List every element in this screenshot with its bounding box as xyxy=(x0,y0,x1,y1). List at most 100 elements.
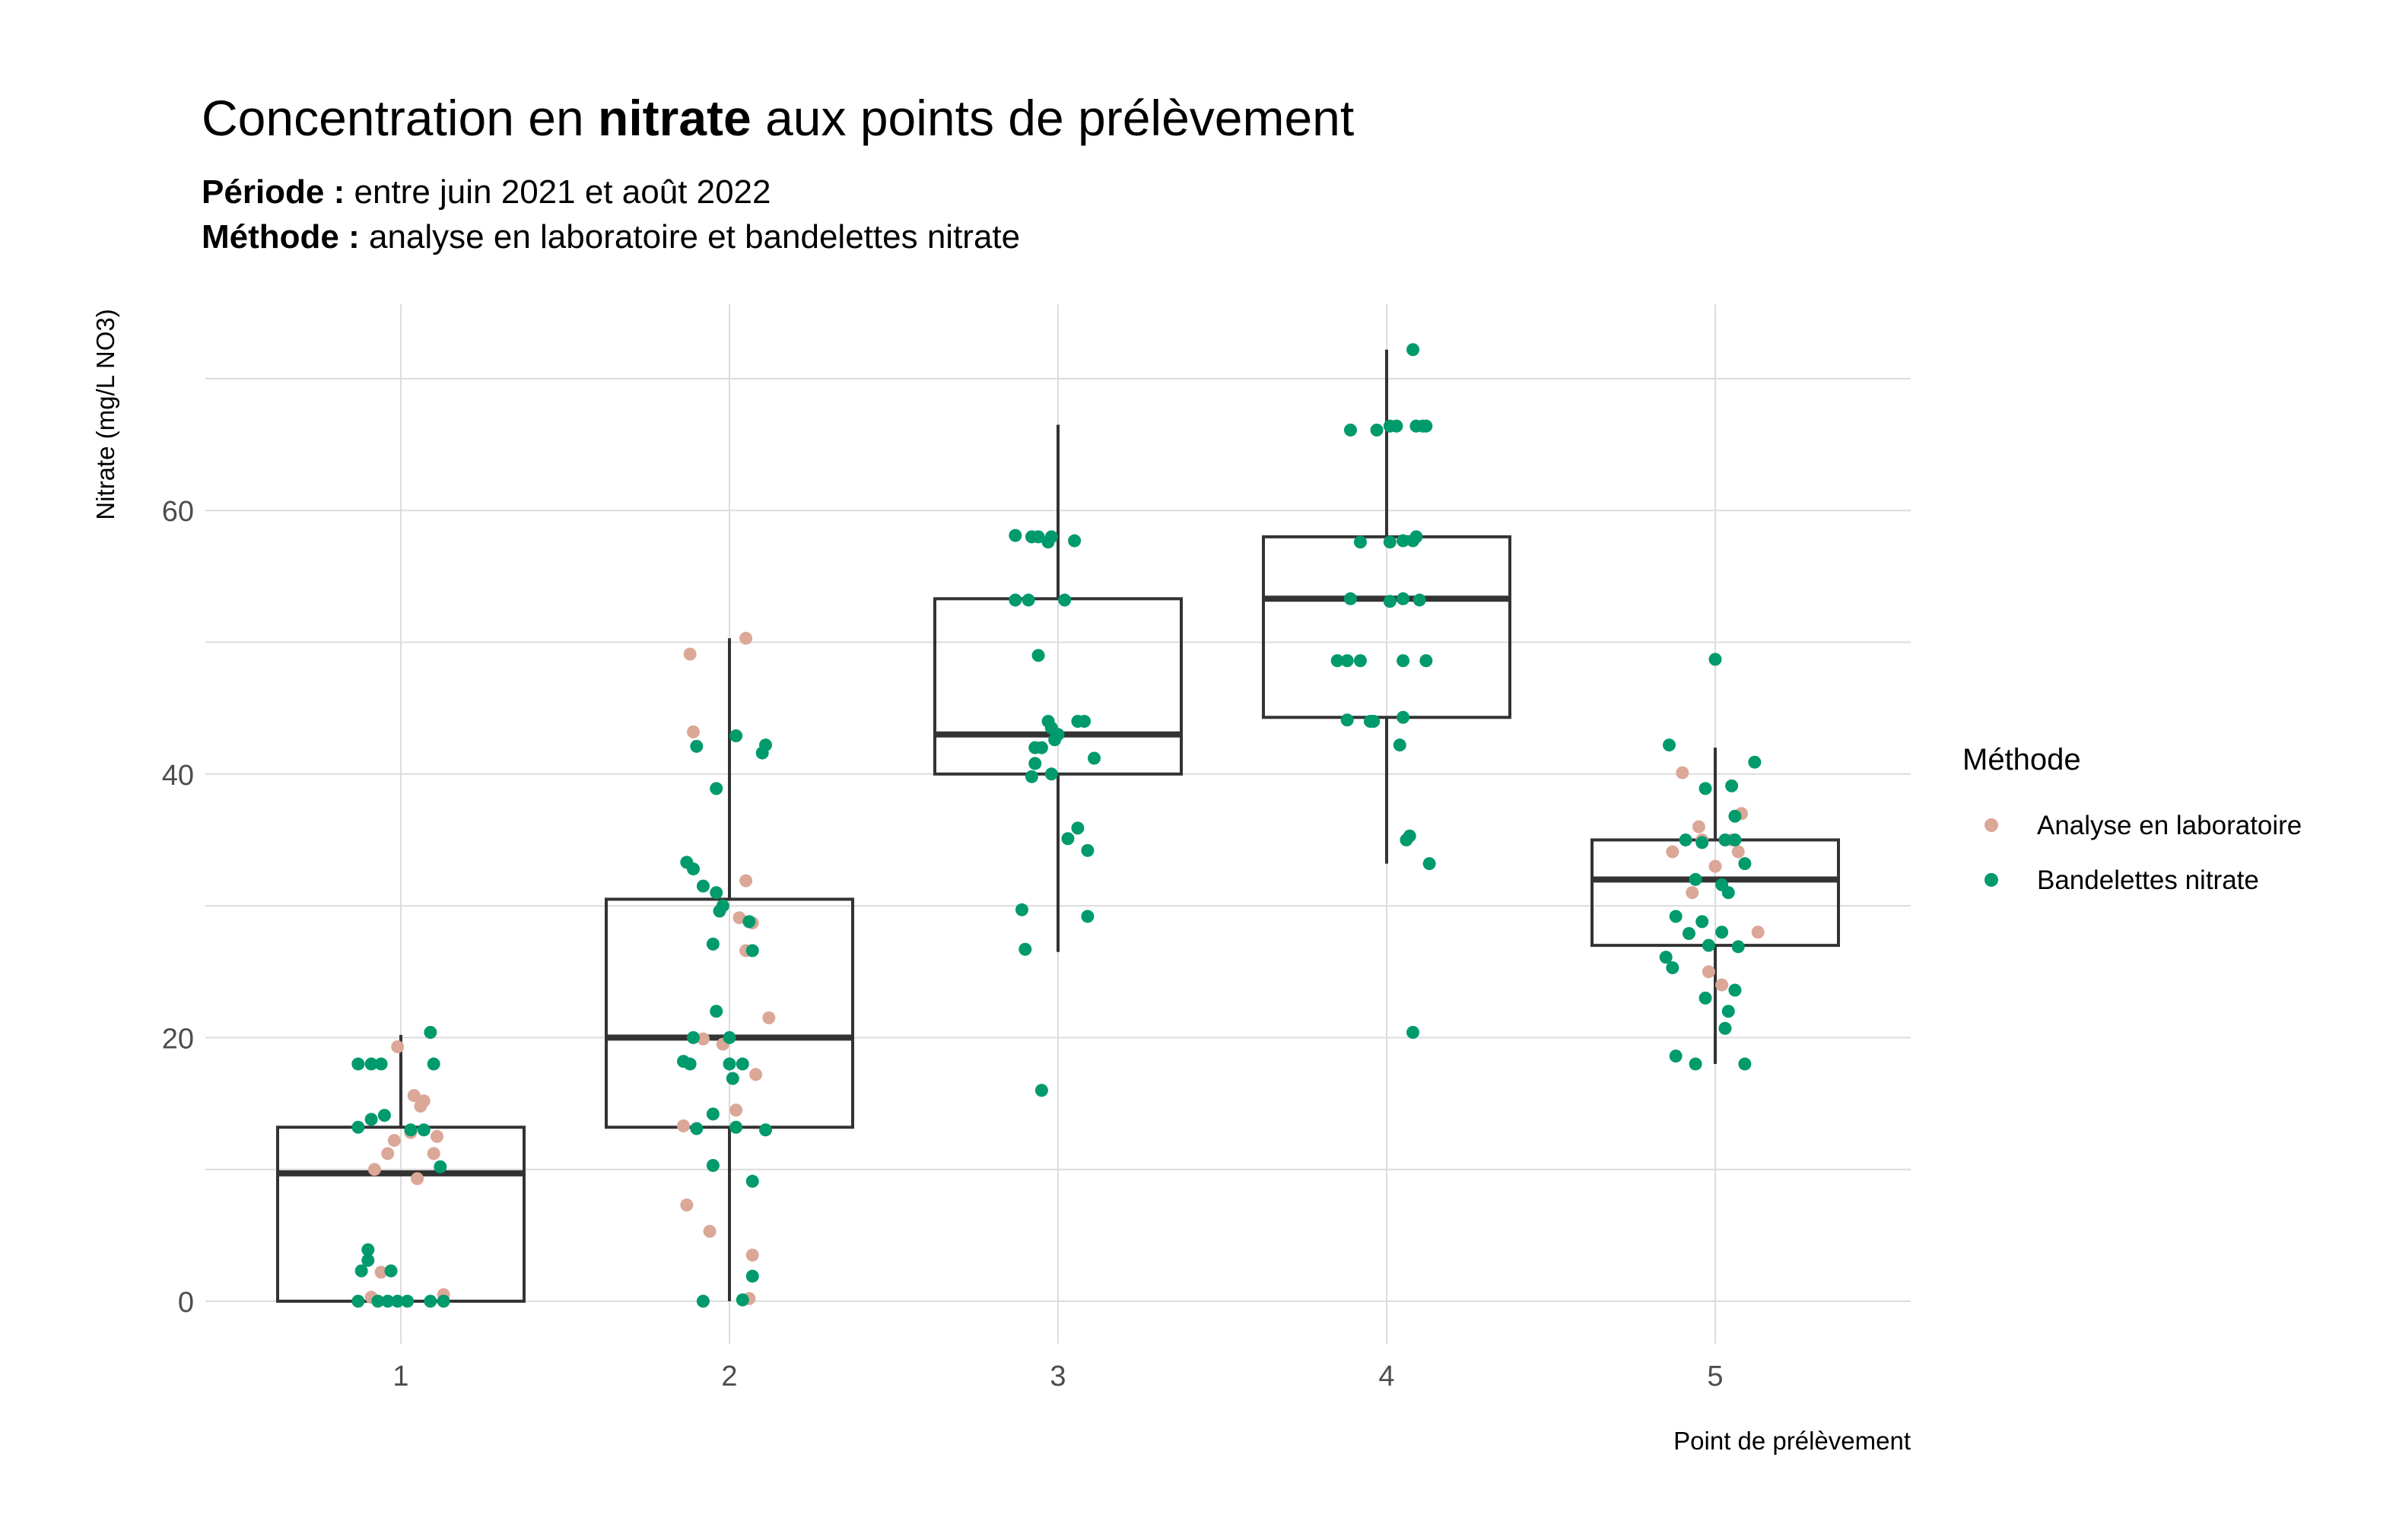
point-strip xyxy=(1058,593,1072,607)
point-strip xyxy=(1081,910,1095,923)
point-strip xyxy=(683,1057,697,1071)
point-strip xyxy=(1419,654,1433,668)
chart-title: Concentration en nitrate aux points de p… xyxy=(202,90,1354,146)
legend-label-lab: Analyse en laboratoire xyxy=(2037,811,2302,840)
point-strip xyxy=(1409,530,1423,544)
point-strip xyxy=(364,1113,378,1126)
point-lab xyxy=(367,1163,381,1176)
point-strip xyxy=(351,1294,365,1308)
point-strip xyxy=(710,782,723,795)
subtitle-method-label: Méthode : xyxy=(202,218,369,256)
point-strip xyxy=(759,1123,773,1137)
x-tick-label: 5 xyxy=(1707,1361,1723,1392)
box-iqr xyxy=(1590,838,1840,948)
point-lab xyxy=(391,1040,405,1054)
point-strip xyxy=(1422,857,1436,871)
point-strip xyxy=(1419,419,1433,433)
point-strip xyxy=(354,1264,368,1278)
point-strip xyxy=(1044,767,1058,781)
point-strip xyxy=(437,1294,450,1308)
point-lab xyxy=(1676,766,1689,780)
point-strip xyxy=(1009,593,1022,607)
legend-key-lab xyxy=(1984,818,1998,832)
point-strip xyxy=(1340,654,1354,668)
plot-area: 0 20 40 60 1 2 3 4 5 xyxy=(162,304,1911,1392)
point-strip xyxy=(706,937,720,951)
legend-title: Méthode xyxy=(1962,743,2081,776)
point-strip xyxy=(381,1294,395,1308)
point-lab xyxy=(1686,886,1699,900)
point-strip xyxy=(1044,530,1058,544)
point-strip xyxy=(1695,836,1709,849)
point-strip xyxy=(1679,833,1692,846)
point-strip xyxy=(1370,423,1384,437)
point-strip xyxy=(1738,1057,1752,1071)
point-strip xyxy=(1022,593,1035,607)
point-lab xyxy=(417,1094,431,1108)
point-strip xyxy=(706,1107,720,1121)
point-strip xyxy=(726,1072,739,1085)
subtitle-period-text: entre juin 2021 et août 2022 xyxy=(354,173,771,211)
point-strip xyxy=(1028,757,1042,770)
point-strip xyxy=(1731,940,1745,954)
point-strip xyxy=(1666,961,1679,975)
point-strip xyxy=(1702,938,1715,952)
point-strip xyxy=(1738,857,1752,871)
y-axis-title: Nitrate (mg/L NO3) xyxy=(91,309,119,520)
point-strip xyxy=(1698,782,1712,795)
point-strip xyxy=(729,1120,743,1134)
point-strip xyxy=(745,944,759,957)
box-iqr xyxy=(605,897,854,1129)
point-strip xyxy=(1406,343,1420,357)
y-tick-label: 60 xyxy=(162,496,194,528)
point-strip xyxy=(1340,713,1354,727)
point-strip xyxy=(710,1005,723,1018)
point-strip xyxy=(361,1243,375,1256)
point-lab xyxy=(1708,859,1722,873)
point-strip xyxy=(427,1057,440,1071)
point-strip xyxy=(1715,926,1729,939)
subtitle-method: Méthode : analyse en laboratoire et band… xyxy=(202,218,1020,256)
point-lab xyxy=(686,725,700,738)
point-lab xyxy=(1751,926,1765,939)
point-strip xyxy=(686,1030,700,1044)
point-strip xyxy=(696,1294,710,1308)
point-strip xyxy=(1725,779,1739,792)
subtitle-method-text: analyse en laboratoire et bandelettes ni… xyxy=(369,218,1020,256)
point-strip xyxy=(424,1294,437,1308)
point-strip xyxy=(742,915,756,929)
point-strip xyxy=(1663,738,1676,752)
point-lab xyxy=(1702,965,1715,979)
point-strip xyxy=(1748,755,1762,769)
point-strip xyxy=(723,1030,736,1044)
point-strip xyxy=(755,746,769,760)
point-strip xyxy=(434,1160,447,1173)
x-tick-label: 2 xyxy=(721,1361,737,1392)
point-strip xyxy=(1406,1025,1420,1039)
point-strip xyxy=(1071,821,1085,835)
legend: Méthode Analyse en laboratoire Bandelett… xyxy=(1962,743,2302,895)
point-strip xyxy=(377,1109,391,1122)
point-strip xyxy=(1689,1057,1702,1071)
point-strip xyxy=(1721,886,1735,900)
point-strip xyxy=(1034,1084,1048,1097)
point-strip xyxy=(1728,983,1742,997)
point-lab xyxy=(677,1119,691,1133)
point-strip xyxy=(1390,419,1403,433)
point-strip xyxy=(1682,926,1695,940)
point-lab xyxy=(696,1032,710,1046)
point-strip xyxy=(1088,751,1101,765)
point-strip xyxy=(1034,741,1048,754)
legend-label-strip: Bandelettes nitrate xyxy=(2037,865,2259,895)
point-strip xyxy=(690,1122,704,1135)
point-strip xyxy=(404,1123,418,1137)
point-strip xyxy=(371,1294,385,1308)
chart-title-prefix: Concentration en xyxy=(202,90,598,146)
point-strip xyxy=(1018,942,1032,956)
point-strip xyxy=(1393,738,1406,752)
box-iqr xyxy=(933,597,1183,776)
point-strip xyxy=(1383,595,1397,608)
point-strip xyxy=(690,739,704,753)
point-strip xyxy=(736,1057,749,1071)
